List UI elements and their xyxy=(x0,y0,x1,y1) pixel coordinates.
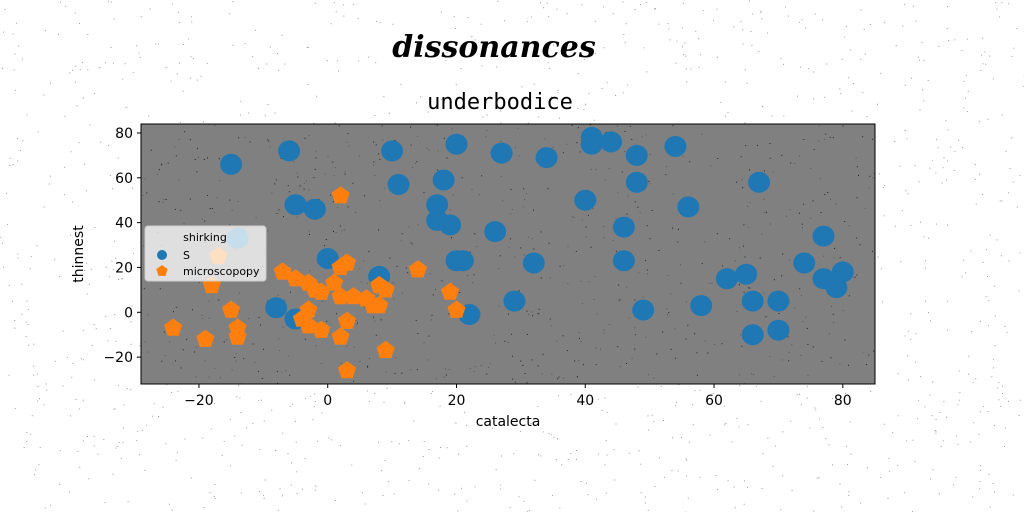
data-point xyxy=(741,290,764,312)
data-point xyxy=(580,133,603,155)
data-point xyxy=(632,299,655,321)
data-point xyxy=(376,280,395,298)
data-point xyxy=(735,263,758,285)
data-point xyxy=(331,327,350,345)
data-point xyxy=(451,250,474,272)
legend-label-microscopopy: microscopopy xyxy=(183,265,260,278)
legend-label-s: S xyxy=(183,249,190,262)
legend-box xyxy=(144,225,267,282)
data-point xyxy=(690,295,713,317)
data-point xyxy=(220,153,243,175)
y-tick-label: 60 xyxy=(115,171,133,187)
y-tick-label: 20 xyxy=(115,260,133,276)
x-axis-label: catalecta xyxy=(476,414,541,430)
data-point xyxy=(741,324,764,346)
data-point xyxy=(574,189,597,211)
series-s xyxy=(220,126,854,346)
data-point xyxy=(338,311,357,329)
data-point xyxy=(426,194,449,216)
data-point xyxy=(228,327,247,345)
data-point xyxy=(748,171,771,193)
data-point xyxy=(387,174,410,195)
data-point xyxy=(381,140,404,162)
data-point xyxy=(376,340,395,359)
data-point xyxy=(625,171,648,193)
data-point xyxy=(439,214,462,236)
data-point xyxy=(715,268,738,290)
y-axis-label: thinnest xyxy=(71,225,87,283)
x-tick-label: 0 xyxy=(323,393,332,409)
data-point xyxy=(331,186,350,204)
x-tick-label: 60 xyxy=(705,393,723,409)
data-point xyxy=(312,282,331,300)
data-point xyxy=(503,290,526,312)
data-point xyxy=(447,300,466,318)
data-point xyxy=(767,290,790,312)
data-point xyxy=(535,147,558,169)
y-tick-label: 80 xyxy=(115,126,133,142)
data-point xyxy=(265,297,288,319)
data-point xyxy=(325,273,344,291)
data-point xyxy=(338,253,357,271)
data-point xyxy=(812,225,835,247)
y-axis: −20 0 20 40 60 80 xyxy=(103,126,141,366)
data-point xyxy=(612,216,635,238)
data-point xyxy=(284,194,307,216)
axes-title: underbodice xyxy=(427,90,573,115)
figure-suptitle: dissonances xyxy=(392,30,596,65)
y-tick-label: 40 xyxy=(115,216,133,232)
x-axis: −20 0 20 40 60 80 xyxy=(184,384,852,409)
data-point xyxy=(164,318,183,336)
data-point xyxy=(664,135,687,157)
data-point xyxy=(625,144,648,166)
data-point xyxy=(312,320,331,338)
data-point xyxy=(490,142,513,164)
data-point xyxy=(793,252,816,274)
data-point xyxy=(222,300,241,318)
data-point xyxy=(441,282,460,300)
x-tick-label: 20 xyxy=(448,393,466,409)
legend: shirking S microscopopy xyxy=(144,225,267,282)
data-point xyxy=(278,140,301,162)
x-tick-label: 40 xyxy=(576,393,594,409)
data-point xyxy=(344,287,363,305)
data-point xyxy=(331,287,350,305)
data-point xyxy=(677,196,700,218)
data-point xyxy=(303,198,326,220)
data-point xyxy=(196,329,215,347)
data-point xyxy=(612,250,635,272)
data-point xyxy=(432,169,455,191)
data-point xyxy=(408,260,427,278)
series-layer xyxy=(164,126,854,379)
legend-marker-s xyxy=(157,250,167,260)
plot-frame xyxy=(140,123,876,385)
y-tick-label: 0 xyxy=(124,305,133,321)
x-tick-label: −20 xyxy=(184,393,214,409)
legend-title: shirking xyxy=(183,231,227,244)
data-point xyxy=(445,133,468,155)
data-point xyxy=(370,296,389,314)
y-tick-label: −20 xyxy=(103,350,133,366)
data-point xyxy=(522,252,545,274)
data-point xyxy=(484,221,507,243)
x-tick-label: 80 xyxy=(834,393,852,409)
data-point xyxy=(831,261,854,283)
data-point xyxy=(338,361,357,379)
data-point xyxy=(767,319,790,341)
data-point xyxy=(600,131,622,153)
legend-marker-microscopopy xyxy=(156,265,168,276)
